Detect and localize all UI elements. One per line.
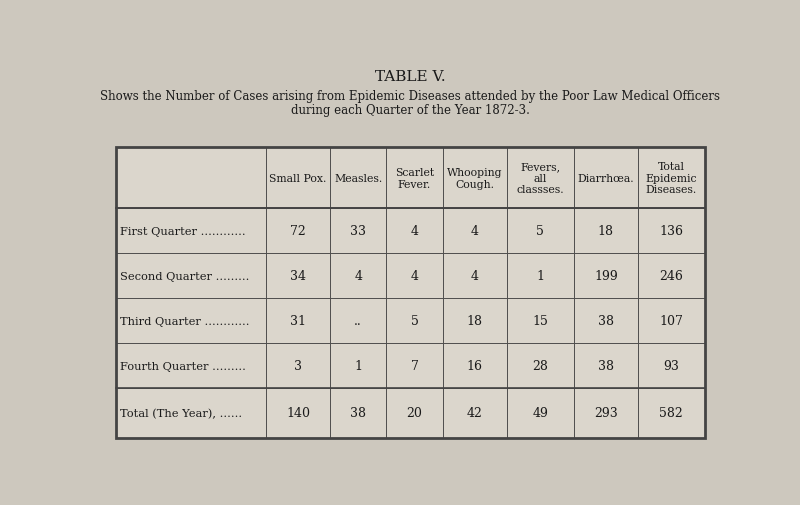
- Text: Total (The Year), ……: Total (The Year), ……: [121, 408, 242, 418]
- Bar: [330, 388, 386, 438]
- Text: 38: 38: [350, 407, 366, 420]
- Text: 42: 42: [466, 407, 482, 420]
- Text: Measles.: Measles.: [334, 174, 382, 183]
- Bar: [386, 343, 442, 388]
- Text: 293: 293: [594, 407, 618, 420]
- Text: 3: 3: [294, 360, 302, 373]
- Bar: [330, 299, 386, 343]
- Text: Second Quarter ………: Second Quarter ………: [121, 271, 250, 281]
- Text: 38: 38: [598, 360, 614, 373]
- Bar: [386, 148, 442, 209]
- Text: 5: 5: [536, 225, 544, 238]
- Text: 5: 5: [410, 315, 418, 328]
- Text: Total
Epidemic
Diseases.: Total Epidemic Diseases.: [646, 162, 697, 195]
- Text: during each Quarter of the Year 1872-3.: during each Quarter of the Year 1872-3.: [290, 104, 530, 117]
- Text: 18: 18: [466, 315, 482, 328]
- Text: 1: 1: [536, 270, 544, 283]
- Text: Third Quarter …………: Third Quarter …………: [121, 316, 250, 326]
- Text: 246: 246: [659, 270, 683, 283]
- Text: 20: 20: [406, 407, 422, 420]
- Text: Fevers,
all
classses.: Fevers, all classses.: [517, 162, 564, 195]
- Text: 582: 582: [659, 407, 683, 420]
- Text: 4: 4: [470, 225, 478, 238]
- Text: 107: 107: [659, 315, 683, 328]
- Text: 31: 31: [290, 315, 306, 328]
- Text: Whooping
Cough.: Whooping Cough.: [447, 168, 502, 189]
- Bar: [330, 254, 386, 299]
- Text: 4: 4: [410, 270, 418, 283]
- Text: TABLE V.: TABLE V.: [374, 70, 446, 84]
- Text: 38: 38: [598, 315, 614, 328]
- Text: 15: 15: [532, 315, 548, 328]
- Text: 4: 4: [410, 225, 418, 238]
- Text: 93: 93: [663, 360, 679, 373]
- Text: 49: 49: [532, 407, 548, 420]
- Text: 18: 18: [598, 225, 614, 238]
- Text: 4: 4: [470, 270, 478, 283]
- Bar: [330, 148, 386, 209]
- Bar: [386, 254, 442, 299]
- Text: Shows the Number of Cases arising from Epidemic Diseases attended by the Poor La: Shows the Number of Cases arising from E…: [100, 90, 720, 103]
- Text: 16: 16: [466, 360, 482, 373]
- Text: 136: 136: [659, 225, 683, 238]
- Text: 7: 7: [410, 360, 418, 373]
- Bar: [330, 343, 386, 388]
- Text: ..: ..: [354, 315, 362, 328]
- Text: 1: 1: [354, 360, 362, 373]
- Bar: [330, 209, 386, 254]
- Text: Small Pox.: Small Pox.: [270, 174, 326, 183]
- Bar: [386, 388, 442, 438]
- Text: 33: 33: [350, 225, 366, 238]
- Text: First Quarter …………: First Quarter …………: [121, 226, 246, 236]
- Text: 199: 199: [594, 270, 618, 283]
- Text: Fourth Quarter ………: Fourth Quarter ………: [121, 361, 246, 371]
- Text: 72: 72: [290, 225, 306, 238]
- Text: 140: 140: [286, 407, 310, 420]
- Text: Diarrhœa.: Diarrhœa.: [578, 174, 634, 183]
- Bar: [386, 209, 442, 254]
- Text: 4: 4: [354, 270, 362, 283]
- Text: 34: 34: [290, 270, 306, 283]
- Text: 28: 28: [532, 360, 548, 373]
- Text: Scarlet
Fever.: Scarlet Fever.: [395, 168, 434, 189]
- Bar: [386, 299, 442, 343]
